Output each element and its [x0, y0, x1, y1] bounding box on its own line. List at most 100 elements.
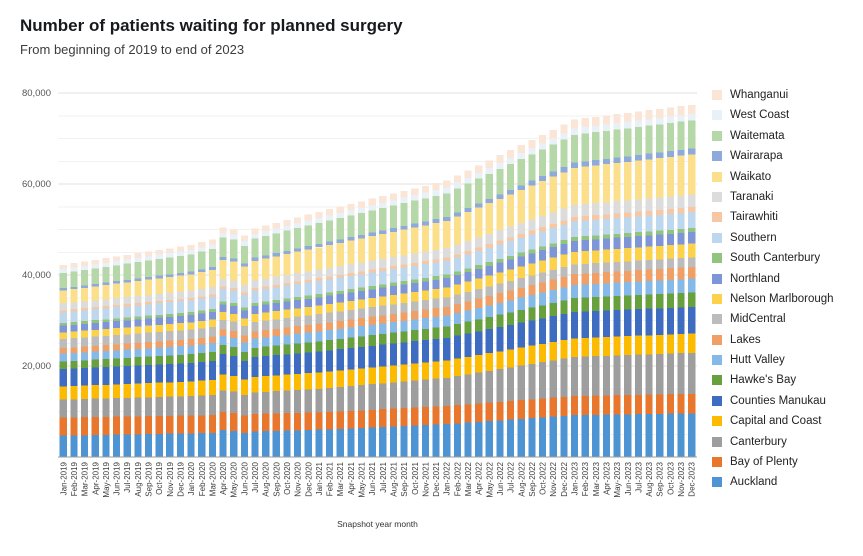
bar-segment[interactable] [496, 194, 504, 199]
bar-segment[interactable] [198, 298, 206, 311]
bar-segment[interactable] [102, 350, 110, 360]
bar-segment[interactable] [656, 234, 664, 246]
bar-segment[interactable] [464, 333, 472, 357]
bar-segment[interactable] [102, 416, 110, 435]
bar-segment[interactable] [666, 196, 674, 210]
bar-segment[interactable] [592, 297, 600, 311]
bar-segment[interactable] [432, 276, 440, 280]
bar-segment[interactable] [134, 383, 142, 398]
bar-segment[interactable] [123, 306, 131, 318]
bar-segment[interactable] [81, 399, 89, 418]
bar-segment[interactable] [176, 275, 185, 292]
bar-segment[interactable] [357, 346, 366, 369]
bar-segment[interactable] [592, 239, 600, 251]
bar-segment[interactable] [656, 293, 664, 309]
bar-segment[interactable] [389, 304, 398, 314]
bar-segment[interactable] [421, 185, 430, 193]
bar-segment[interactable] [368, 367, 376, 385]
bar-segment[interactable] [645, 198, 653, 211]
bar-segment[interactable] [517, 153, 525, 160]
bar-segment[interactable] [602, 219, 611, 235]
bar-segment[interactable] [240, 415, 248, 434]
bar-segment[interactable] [528, 295, 536, 308]
bar-segment[interactable] [443, 306, 451, 316]
bar-segment[interactable] [187, 300, 195, 313]
bar-segment[interactable] [283, 413, 291, 431]
bar-segment[interactable] [262, 304, 270, 313]
bar-segment[interactable] [443, 337, 451, 361]
bar-segment[interactable] [283, 285, 291, 299]
bar-segment[interactable] [166, 331, 174, 341]
bar-segment[interactable] [549, 212, 557, 224]
bar-segment[interactable] [645, 210, 653, 216]
bar-segment[interactable] [315, 278, 323, 281]
bar-segment[interactable] [411, 407, 419, 426]
bar-segment[interactable] [155, 364, 163, 383]
bar-segment[interactable] [666, 123, 674, 152]
bar-segment[interactable] [102, 306, 110, 309]
bar-segment[interactable] [666, 353, 674, 395]
bar-segment[interactable] [656, 259, 664, 269]
bar-segment[interactable] [485, 305, 493, 318]
bar-segment[interactable] [240, 326, 248, 336]
bar-segment[interactable] [538, 176, 547, 182]
bar-segment[interactable] [656, 245, 664, 260]
bar-segment[interactable] [347, 309, 355, 320]
bar-segment[interactable] [453, 423, 461, 457]
bar-segment[interactable] [677, 267, 685, 280]
bar-segment[interactable] [230, 280, 238, 289]
bar-segment[interactable] [475, 372, 483, 404]
bar-segment[interactable] [240, 241, 248, 246]
bar-segment[interactable] [187, 433, 195, 457]
bar-segment[interactable] [602, 337, 611, 356]
bar-segment[interactable] [528, 180, 536, 186]
bar-segment[interactable] [421, 290, 430, 301]
bar-segment[interactable] [251, 290, 259, 304]
bar-segment[interactable] [677, 292, 685, 308]
bar-segment[interactable] [560, 254, 568, 268]
bar-segment[interactable] [666, 107, 674, 117]
bar-segment[interactable] [645, 308, 653, 336]
bar-segment[interactable] [485, 233, 493, 245]
bar-segment[interactable] [613, 218, 621, 234]
bar-segment[interactable] [453, 188, 461, 213]
bar-segment[interactable] [208, 269, 217, 288]
bar-segment[interactable] [272, 228, 280, 234]
bar-segment[interactable] [251, 238, 259, 258]
bar-segment[interactable] [379, 426, 387, 457]
bar-segment[interactable] [411, 227, 419, 254]
bar-segment[interactable] [443, 248, 451, 258]
bar-segment[interactable] [528, 230, 536, 235]
bar-segment[interactable] [645, 259, 653, 270]
bar-segment[interactable] [411, 195, 419, 201]
bar-segment[interactable] [411, 311, 419, 320]
bar-segment[interactable] [283, 334, 291, 345]
bar-segment[interactable] [219, 301, 227, 305]
bar-segment[interactable] [400, 426, 408, 457]
bar-segment[interactable] [528, 148, 536, 155]
bar-segment[interactable] [272, 303, 280, 312]
bar-segment[interactable] [432, 406, 440, 425]
bar-segment[interactable] [379, 234, 387, 259]
bar-segment[interactable] [496, 162, 504, 169]
bar-segment[interactable] [507, 226, 515, 238]
bar-segment[interactable] [677, 229, 685, 234]
bar-segment[interactable] [230, 337, 238, 347]
bar-segment[interactable] [272, 375, 280, 392]
bar-segment[interactable] [325, 241, 334, 246]
bar-segment[interactable] [70, 286, 78, 290]
bar-segment[interactable] [645, 110, 653, 120]
bar-segment[interactable] [251, 306, 259, 314]
bar-segment[interactable] [304, 225, 312, 247]
bar-segment[interactable] [240, 395, 248, 416]
bar-segment[interactable] [592, 219, 600, 236]
bar-segment[interactable] [368, 260, 376, 270]
bar-segment[interactable] [251, 257, 259, 261]
bar-segment[interactable] [315, 297, 323, 306]
bar-segment[interactable] [400, 320, 408, 332]
bar-segment[interactable] [656, 152, 664, 159]
bar-segment[interactable] [283, 283, 291, 286]
bar-segment[interactable] [645, 269, 653, 281]
bar-segment[interactable] [634, 120, 643, 127]
bar-segment[interactable] [677, 244, 685, 258]
